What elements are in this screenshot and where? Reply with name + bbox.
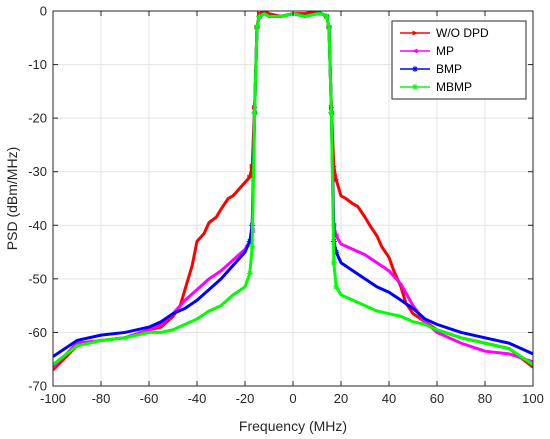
y-tick-label: -40: [28, 218, 47, 233]
y-tick-label: -30: [28, 164, 47, 179]
legend-marker-bmp: [412, 66, 418, 72]
x-tick-label: -20: [236, 391, 255, 406]
y-tick-label: 0: [40, 4, 47, 19]
legend-marker-mbmp: [412, 84, 418, 90]
x-tick-label: 0: [289, 391, 296, 406]
x-tick-label: -80: [92, 391, 111, 406]
data-point-mbmp: [249, 243, 256, 250]
data-point-mbmp: [330, 259, 337, 266]
legend-label-w-o-dpd: W/O DPD: [436, 26, 489, 40]
legend-label-mp: MP: [436, 44, 454, 58]
x-tick-label: -40: [188, 391, 207, 406]
x-tick-label: 40: [382, 391, 396, 406]
data-point-mbmp: [246, 270, 253, 277]
data-point-mbmp: [326, 24, 332, 31]
data-point-mbmp: [323, 13, 330, 20]
data-point-bmp: [246, 238, 253, 245]
y-tick-label: -20: [28, 111, 47, 126]
x-tick-label: 80: [478, 391, 492, 406]
legend: W/O DPD MP BMP MBMP: [391, 20, 527, 100]
data-point-mp: [333, 233, 339, 239]
legend-marker-w-o-dpd: [412, 30, 418, 36]
data-point-w-o-dpd: [333, 177, 340, 183]
y-tick-label: -70: [28, 379, 47, 394]
y-tick-label: -10: [28, 57, 47, 72]
x-tick-label: 100: [522, 391, 544, 406]
x-axis-label: Frequency (MHz): [239, 418, 347, 434]
data-point-mbmp: [251, 109, 258, 116]
legend-marker-mp: [412, 48, 418, 54]
y-tick-label: -60: [28, 325, 47, 340]
data-point-mbmp: [256, 13, 263, 20]
x-tick-label: 60: [430, 391, 444, 406]
data-point-w-o-dpd: [247, 174, 253, 180]
x-tick-label: -60: [140, 391, 159, 406]
data-point-mbmp: [254, 24, 260, 31]
x-tick-label: 20: [334, 391, 348, 406]
legend-label-bmp: BMP: [436, 62, 462, 76]
data-point-mbmp: [328, 109, 335, 116]
data-point-bmp: [333, 249, 340, 256]
axis-ticks: -100 -80 -60 -40 -20 0 20 40 60 80 100 0 -10 -20 -30 -4…: [28, 4, 544, 407]
y-tick-label: -50: [28, 271, 47, 286]
legend-label-mbmp: MBMP: [436, 80, 472, 94]
y-axis-label: PSD (dBm/MHz): [4, 147, 20, 250]
data-point-mbmp: [333, 283, 340, 290]
x-tick-label: -100: [40, 391, 66, 406]
